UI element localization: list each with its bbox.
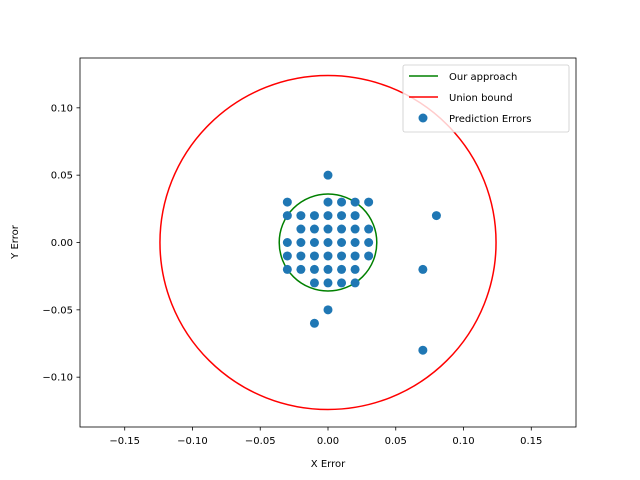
legend-label-union-bound: Union bound	[449, 93, 513, 104]
legend-swatch-prediction-errors	[418, 113, 428, 123]
data-point-37	[350, 264, 360, 274]
data-point-27	[309, 251, 319, 261]
plot-content	[159, 74, 497, 411]
x-tick-label: −0.10	[177, 436, 208, 447]
legend: Our approach Union bound Prediction Erro…	[402, 64, 570, 133]
data-point-0	[323, 170, 333, 180]
data-point-40	[337, 278, 347, 288]
data-point-35	[323, 264, 333, 274]
data-point-9	[323, 211, 333, 221]
data-point-11	[350, 211, 360, 221]
x-tick-label: 0.15	[520, 436, 542, 447]
data-point-46	[418, 345, 428, 355]
data-point-45	[418, 264, 428, 274]
data-point-7	[296, 211, 306, 221]
data-point-19	[296, 238, 306, 247]
data-point-14	[323, 224, 333, 234]
data-point-28	[323, 251, 333, 261]
y-tick-label: 0.10	[51, 103, 73, 114]
data-point-13	[309, 224, 319, 234]
data-point-43	[309, 318, 319, 328]
legend-label-prediction-errors: Prediction Errors	[449, 114, 531, 125]
legend-frame	[402, 64, 570, 133]
data-point-23	[350, 238, 360, 247]
data-point-30	[350, 251, 360, 261]
data-point-10	[337, 211, 347, 221]
data-point-18	[282, 238, 292, 247]
x-tick-label: 0.05	[385, 436, 407, 447]
data-point-5	[364, 197, 374, 207]
data-point-25	[282, 251, 292, 261]
x-axis-label: X Error	[311, 459, 346, 470]
data-point-20	[309, 238, 319, 247]
data-point-12	[296, 224, 306, 234]
legend-label-our-approach: Our approach	[449, 72, 517, 83]
y-tick-label: 0.00	[51, 238, 73, 249]
data-point-31	[364, 251, 374, 261]
x-tick-label: 0.10	[452, 436, 474, 447]
data-point-24	[364, 238, 374, 247]
data-point-32	[282, 264, 292, 274]
data-point-38	[309, 278, 319, 288]
data-point-29	[337, 251, 347, 261]
data-point-33	[296, 264, 306, 274]
data-point-34	[309, 264, 319, 274]
y-tick-label: 0.05	[51, 171, 73, 182]
data-point-21	[323, 238, 333, 247]
data-point-6	[282, 211, 292, 221]
data-point-4	[350, 197, 360, 207]
bound-circle-1	[159, 74, 497, 411]
data-point-2	[323, 197, 333, 207]
x-axis: −0.15 −0.10 −0.05 0.00 0.05 0.10 0.15	[109, 427, 542, 447]
data-point-15	[337, 224, 347, 234]
data-point-36	[337, 264, 347, 274]
y-axis-label: Y Error	[10, 224, 21, 260]
data-point-17	[364, 224, 374, 234]
data-point-1	[282, 197, 292, 207]
data-point-3	[337, 197, 347, 207]
x-tick-label: −0.05	[245, 436, 276, 447]
data-point-8	[309, 211, 319, 221]
data-point-26	[296, 251, 306, 261]
data-point-16	[350, 224, 360, 234]
y-axis: −0.10 −0.05 0.00 0.05 0.10	[42, 103, 80, 384]
data-point-39	[323, 278, 333, 288]
bound-circle-0	[278, 193, 378, 292]
y-tick-label: −0.10	[42, 373, 73, 384]
data-point-42	[323, 305, 333, 315]
x-tick-label: −0.15	[109, 436, 140, 447]
y-tick-label: −0.05	[42, 305, 73, 316]
data-point-44	[431, 211, 441, 221]
data-point-41	[350, 278, 360, 288]
data-point-22	[337, 238, 347, 247]
x-tick-label: 0.00	[317, 436, 339, 447]
